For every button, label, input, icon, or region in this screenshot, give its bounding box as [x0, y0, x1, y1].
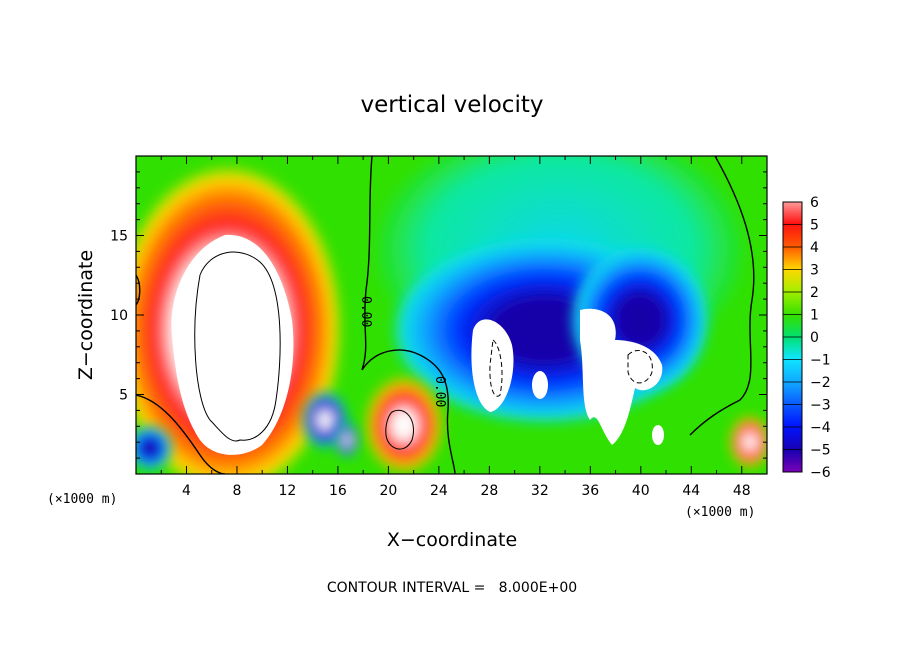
- colorbar-tick-label: −5: [810, 443, 831, 459]
- chart-title: vertical velocity: [361, 92, 544, 118]
- x-axis-title: X−coordinate: [387, 529, 517, 551]
- x-tick-label: 12: [279, 483, 297, 499]
- colorbar-tick-label: −3: [810, 398, 831, 414]
- colorbar-tick-label: 1: [810, 308, 819, 324]
- x-tick-label: 24: [430, 483, 448, 499]
- colorbar-tick-label: 2: [810, 285, 819, 301]
- contour-interval-note: CONTOUR INTERVAL = 8.000E+00: [327, 580, 577, 596]
- colorbar-tick-label: 5: [810, 218, 819, 234]
- heatmap-field: 0.00 0.00: [136, 156, 767, 474]
- colorbar-tick-label: −6: [810, 465, 831, 481]
- y-tick-label: 5: [119, 388, 128, 404]
- colorbar-tick-label: 4: [810, 240, 819, 256]
- x-tick-label: 40: [632, 483, 650, 499]
- x-tick-label: 16: [329, 483, 347, 499]
- y-tick-label: 10: [110, 308, 128, 324]
- colorbar-tick-label: 6: [810, 195, 819, 211]
- y-tick-label: 15: [110, 229, 128, 245]
- x-tick-label: 32: [531, 483, 549, 499]
- y-axis-title: Z−coordinate: [75, 250, 97, 380]
- x-tick-label: 20: [379, 483, 397, 499]
- x-axis-ticks: 4 8 12 16 20 24 28 32 36 40 44 48: [160, 156, 751, 499]
- x-tick-label: 44: [682, 483, 700, 499]
- contour-label: 0.00: [358, 296, 373, 327]
- colorbar-tick-label: −1: [810, 353, 831, 369]
- colorbar-tick-label: 3: [810, 263, 819, 279]
- colorbar-tick-label: −2: [810, 375, 831, 391]
- x-unit-label-right: (×1000 m): [685, 505, 755, 520]
- contour-label: 0.00: [432, 376, 447, 407]
- x-tick-label: 48: [733, 483, 751, 499]
- colorbar-tick-label: 0: [810, 330, 819, 346]
- x-tick-label: 8: [232, 483, 241, 499]
- x-tick-label: 4: [182, 483, 191, 499]
- colorbar-ticks: 6 5 4 3 2 1 0 −1 −2 −3 −4 −5 −6: [783, 195, 831, 481]
- x-unit-label-left: (×1000 m): [47, 492, 117, 507]
- x-tick-label: 36: [581, 483, 599, 499]
- y-axis-ticks: 5 10 15: [110, 171, 767, 459]
- x-tick-label: 28: [480, 483, 498, 499]
- colorbar-tick-label: −4: [810, 420, 831, 436]
